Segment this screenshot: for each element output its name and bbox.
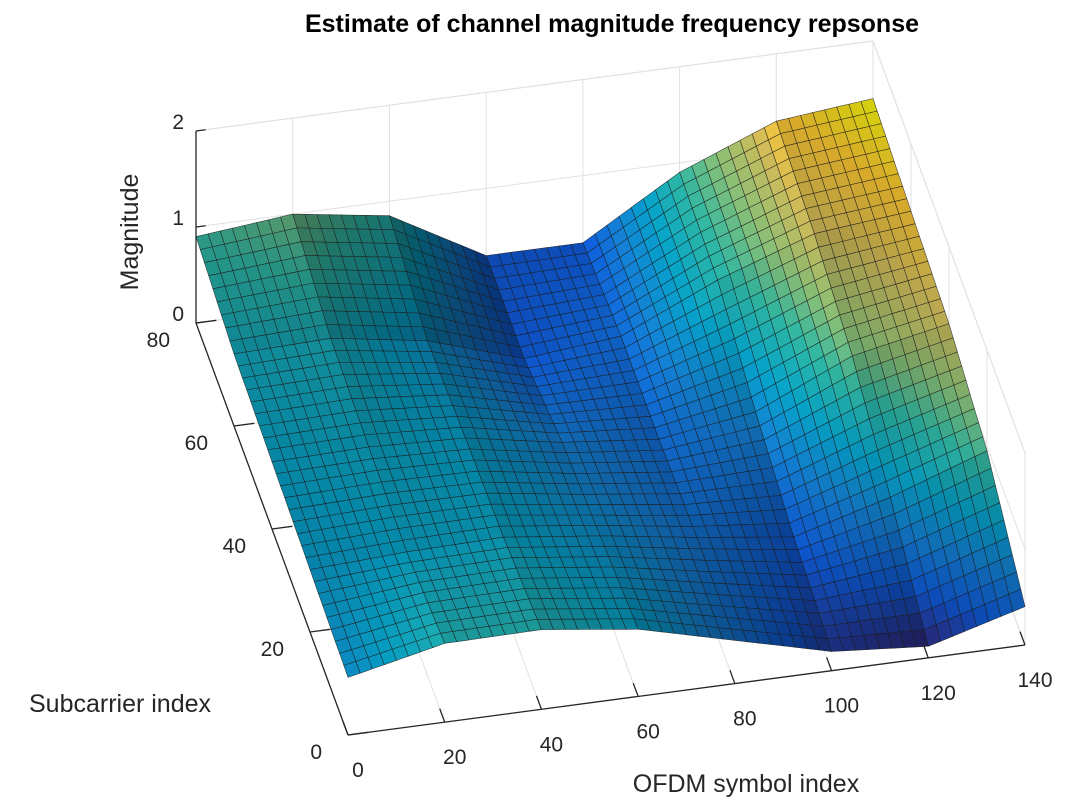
z-tick-mark [195,321,206,324]
x-tick-label: 0 [352,759,364,782]
z-tick-mark [195,129,206,132]
x-axis-line [347,644,1026,736]
x-axis-label: OFDM symbol index [633,770,860,798]
y-axis-label: Subcarrier index [29,690,212,718]
x-tick-mark [439,708,446,723]
z-tick-label: 2 [172,111,184,134]
z-gridline [195,40,1026,454]
x-tick-label: 40 [540,733,563,756]
y-tick-label: 80 [147,329,170,352]
chart-title: Estimate of channel magnitude frequency … [305,10,919,38]
z-axis-label: Magnitude [116,174,144,291]
y-tick-label: 60 [185,432,208,455]
x-tick-mark [535,695,543,710]
z-tick-mark [195,225,206,228]
y-tick-label: 20 [261,638,284,661]
x-tick-mark [342,721,349,736]
surface-plot [195,98,1026,678]
x-tick-label: 120 [921,682,956,705]
x-tick-label: 60 [636,720,659,743]
x-tick-mark [632,682,639,697]
y-tick-label: 0 [310,741,322,764]
z-tick-label: 1 [172,207,184,230]
y-tick-label: 40 [223,535,246,558]
x-tick-label: 80 [733,708,756,731]
x-tick-label: 20 [443,746,466,769]
y-tick-mark [309,628,331,633]
y-tick-mark [347,731,369,736]
y-tick-mark [233,422,255,427]
x-tick-mark [729,669,736,684]
axes-lines [195,129,1026,736]
surface-facet [343,661,361,678]
x-tick-mark [922,644,929,659]
x-tick-mark [1019,631,1026,646]
z-tick-label: 0 [172,303,184,326]
x-tick-mark [826,657,833,671]
x-tick-label: 140 [1017,669,1052,692]
y-tick-mark [271,525,293,530]
x-tick-label: 100 [824,695,859,718]
